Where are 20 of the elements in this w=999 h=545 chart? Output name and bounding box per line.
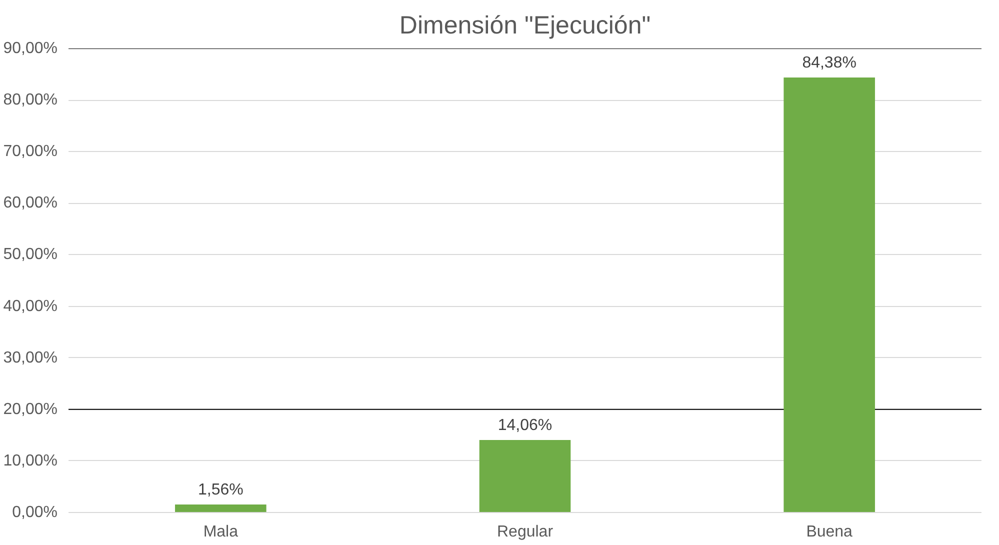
y-tick-label: 40,00% <box>3 298 58 315</box>
bar <box>784 77 875 512</box>
y-tick-label: 90,00% <box>3 40 58 57</box>
data-label: 84,38% <box>802 54 856 72</box>
y-tick-label: 0,00% <box>12 504 58 521</box>
data-label: 1,56% <box>198 481 244 498</box>
y-tick-label: 50,00% <box>3 246 58 264</box>
y-tick-label: 30,00% <box>3 349 58 366</box>
data-label: 14,06% <box>498 417 552 434</box>
x-tick-label: Buena <box>806 524 853 540</box>
y-tick-label: 20,00% <box>3 400 58 418</box>
y-tick-label: 60,00% <box>3 194 58 212</box>
bar <box>175 504 266 512</box>
y-tick-label: 10,00% <box>3 452 58 470</box>
y-tick-label: 70,00% <box>3 143 58 160</box>
x-tick-label: Regular <box>496 524 554 540</box>
chart-title: Dimensión "Ejecución" <box>399 12 651 40</box>
bar <box>479 440 571 512</box>
x-tick-label: Mala <box>203 524 238 540</box>
y-tick-label: 80,00% <box>3 92 58 109</box>
